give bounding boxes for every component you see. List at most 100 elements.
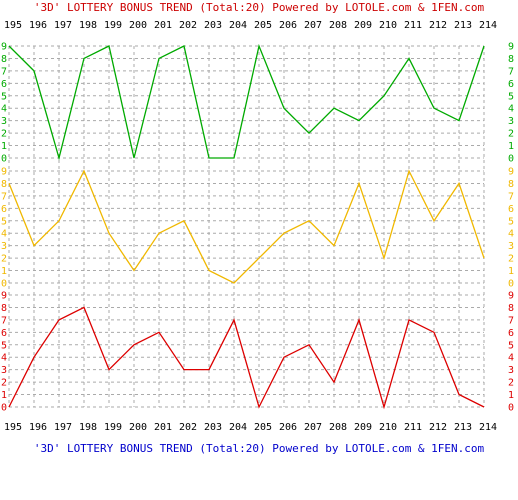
y-tick-label-left: 5	[1, 216, 7, 227]
y-tick-label-right: 4	[508, 104, 514, 115]
x-tick-label-bottom: 207	[304, 422, 322, 433]
y-tick-label-left: 8	[1, 303, 7, 314]
y-tick-label-left: 3	[1, 116, 7, 127]
y-tick-label-right: 1	[508, 266, 514, 277]
x-tick-label-top: 203	[204, 20, 222, 31]
y-tick-label-right: 6	[508, 79, 514, 90]
y-tick-label-left: 2	[1, 378, 7, 389]
series-line-1	[8, 43, 485, 161]
y-tick-label-left: 3	[1, 365, 7, 376]
y-tick-label-left: 0	[1, 153, 7, 164]
y-tick-label-left: 1	[1, 266, 7, 277]
y-tick-label-right: 8	[508, 179, 514, 190]
y-tick-label-right: 3	[508, 116, 514, 127]
x-tick-label-top: 204	[229, 20, 247, 31]
series-line-2	[8, 169, 485, 284]
x-tick-label-top: 212	[429, 20, 447, 31]
x-tick-label-top: 208	[329, 20, 347, 31]
y-tick-label-right: 9	[508, 291, 514, 302]
x-tick-label-bottom: 202	[179, 422, 197, 433]
x-tick-label-top: 195	[4, 20, 22, 31]
x-tick-label-top: 200	[129, 20, 147, 31]
x-tick-label-bottom: 201	[154, 422, 172, 433]
x-tick-label-bottom: 205	[254, 422, 272, 433]
x-tick-label-bottom: 206	[279, 422, 297, 433]
y-tick-label-left: 2	[1, 254, 7, 265]
y-tick-label-left: 4	[1, 229, 7, 240]
x-tick-label-bottom: 213	[454, 422, 472, 433]
y-tick-label-right: 5	[508, 91, 514, 102]
y-tick-label-right: 0	[508, 278, 514, 289]
y-tick-label-left: 0	[1, 402, 7, 413]
x-tick-label-bottom: 211	[404, 422, 422, 433]
y-tick-label-right: 3	[508, 365, 514, 376]
x-tick-label-top: 198	[79, 20, 97, 31]
y-tick-label-left: 9	[1, 291, 7, 302]
y-tick-label-right: 9	[508, 42, 514, 53]
x-tick-label-top: 202	[179, 20, 197, 31]
y-tick-label-right: 7	[508, 66, 514, 77]
x-tick-label-bottom: 200	[129, 422, 147, 433]
x-tick-label-top: 207	[304, 20, 322, 31]
x-tick-label-bottom: 214	[479, 422, 497, 433]
x-tick-label-top: 199	[104, 20, 122, 31]
y-tick-label-left: 8	[1, 179, 7, 190]
y-tick-label-right: 5	[508, 216, 514, 227]
y-tick-label-left: 3	[1, 241, 7, 252]
y-tick-label-right: 1	[508, 141, 514, 152]
y-tick-label-left: 1	[1, 390, 7, 401]
y-tick-label-right: 3	[508, 241, 514, 252]
y-tick-label-left: 5	[1, 91, 7, 102]
y-tick-label-left: 7	[1, 315, 7, 326]
y-tick-label-left: 4	[1, 353, 7, 364]
x-tick-label-bottom: 203	[204, 422, 222, 433]
x-tick-label-bottom: 195	[4, 422, 22, 433]
y-tick-label-right: 5	[508, 340, 514, 351]
grid-lines	[8, 45, 485, 408]
y-tick-label-left: 6	[1, 328, 7, 339]
axis-labels: 1951951961961971971981981991992002002012…	[1, 20, 514, 433]
y-tick-label-right: 8	[508, 303, 514, 314]
x-tick-label-bottom: 210	[379, 422, 397, 433]
x-tick-label-top: 214	[479, 20, 497, 31]
series-lines	[8, 43, 485, 410]
y-tick-label-left: 4	[1, 104, 7, 115]
y-tick-label-right: 2	[508, 378, 514, 389]
y-tick-label-left: 8	[1, 54, 7, 65]
y-tick-label-right: 7	[508, 191, 514, 202]
y-tick-label-left: 6	[1, 79, 7, 90]
bottom-chart-title: '3D' LOTTERY BONUS TREND (Total:20) Powe…	[34, 442, 485, 455]
y-tick-label-right: 6	[508, 204, 514, 215]
x-tick-label-top: 196	[29, 20, 47, 31]
x-tick-label-bottom: 209	[354, 422, 372, 433]
y-tick-label-left: 5	[1, 340, 7, 351]
y-tick-label-right: 2	[508, 254, 514, 265]
x-tick-label-bottom: 204	[229, 422, 247, 433]
y-tick-label-left: 7	[1, 66, 7, 77]
x-tick-label-bottom: 199	[104, 422, 122, 433]
top-chart-title: '3D' LOTTERY BONUS TREND (Total:20) Powe…	[34, 1, 485, 14]
y-tick-label-right: 6	[508, 328, 514, 339]
y-tick-label-right: 9	[508, 167, 514, 178]
x-tick-label-top: 197	[54, 20, 72, 31]
x-tick-label-top: 209	[354, 20, 372, 31]
y-tick-label-right: 4	[508, 229, 514, 240]
y-tick-label-right: 2	[508, 129, 514, 140]
y-tick-label-left: 7	[1, 191, 7, 202]
x-tick-label-top: 211	[404, 20, 422, 31]
x-tick-label-top: 205	[254, 20, 272, 31]
y-tick-label-right: 0	[508, 153, 514, 164]
y-tick-label-left: 9	[1, 167, 7, 178]
x-tick-label-bottom: 197	[54, 422, 72, 433]
y-tick-label-left: 1	[1, 141, 7, 152]
x-tick-label-top: 201	[154, 20, 172, 31]
y-tick-label-right: 4	[508, 353, 514, 364]
x-tick-label-top: 213	[454, 20, 472, 31]
x-tick-label-bottom: 212	[429, 422, 447, 433]
series-line-3	[8, 306, 485, 410]
y-tick-label-right: 1	[508, 390, 514, 401]
x-tick-label-bottom: 196	[29, 422, 47, 433]
y-tick-label-left: 2	[1, 129, 7, 140]
x-tick-label-bottom: 198	[79, 422, 97, 433]
